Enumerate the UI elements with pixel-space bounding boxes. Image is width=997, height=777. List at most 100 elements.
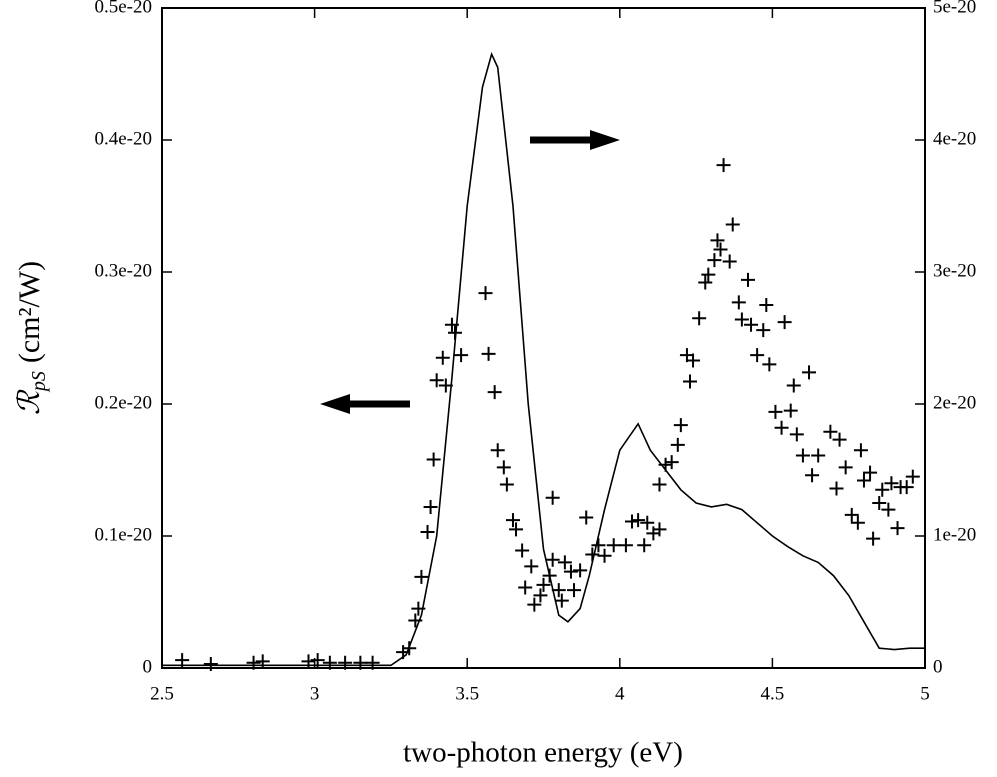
data-point [591, 538, 606, 553]
y-tick-label: 0.4e-20 [94, 128, 152, 149]
data-point [606, 538, 621, 553]
data-point [731, 295, 746, 310]
data-point [554, 593, 569, 608]
x-axis-label: two-photon energy (eV) [403, 737, 683, 769]
data-point [567, 583, 582, 598]
data-point [725, 217, 740, 232]
data-point [786, 378, 801, 393]
y2-tick-label: 1e-20 [933, 524, 976, 545]
x-tick-label: 2.5 [150, 683, 174, 704]
y2-tick-label: 2e-20 [933, 392, 976, 413]
data-point [618, 538, 633, 553]
data-point [640, 515, 655, 530]
data-point [756, 323, 771, 338]
data-point [515, 543, 530, 558]
data-point [682, 374, 697, 389]
data-point [832, 432, 847, 447]
data-point [783, 403, 798, 418]
data-point [499, 477, 514, 492]
y2-tick-label: 5e-20 [933, 0, 976, 17]
data-point [710, 233, 725, 248]
data-point [905, 469, 920, 484]
data-point [478, 286, 493, 301]
data-point [734, 312, 749, 327]
data-point [487, 385, 502, 400]
data-point [338, 655, 353, 670]
data-point [563, 564, 578, 579]
data-point [850, 515, 865, 530]
data-point [505, 513, 520, 528]
data-point [536, 577, 551, 592]
data-point [490, 443, 505, 458]
data-point [872, 496, 887, 510]
y2-tick-label: 3e-20 [933, 260, 976, 281]
x-tick-label: 4 [615, 683, 625, 704]
data-point [802, 365, 817, 380]
data-point [414, 569, 429, 584]
data-point [518, 580, 533, 595]
data-point [454, 348, 469, 363]
data-point [524, 559, 539, 574]
data-point [899, 480, 914, 495]
data-point [557, 555, 572, 570]
data-point [664, 455, 679, 470]
data-point [692, 311, 707, 326]
data-point [829, 481, 844, 496]
data-line [162, 51, 925, 667]
data-point [246, 655, 261, 670]
data-point [823, 424, 838, 439]
data-point [203, 657, 218, 672]
arrow-head [590, 130, 620, 150]
data-point [762, 357, 777, 372]
y-axis-label: ℛpS (cm²/W) [13, 261, 50, 415]
data-point [698, 275, 713, 290]
data-point [759, 298, 774, 312]
data-point [509, 522, 524, 537]
data-point [777, 315, 792, 330]
data-point [637, 538, 652, 553]
data-point [795, 448, 810, 463]
data-point [420, 525, 435, 540]
data-point [652, 477, 667, 492]
data-point [670, 437, 685, 452]
data-point [652, 522, 667, 537]
data-point [255, 654, 270, 669]
data-point [423, 499, 438, 514]
data-point [866, 531, 881, 546]
data-point [707, 253, 722, 268]
data-point [713, 242, 728, 257]
y-tick-label: 0.2e-20 [94, 392, 152, 413]
data-point [744, 317, 759, 332]
data-point [884, 476, 899, 491]
data-point [750, 348, 765, 363]
data-point [673, 418, 688, 433]
y-label-symbol: ℛ [13, 389, 46, 415]
y-tick-label: 0 [143, 656, 153, 677]
x-tick-label: 5 [920, 683, 930, 704]
y2-tick-label: 0 [933, 656, 943, 677]
y-tick-label: 0.5e-20 [94, 0, 152, 17]
data-point [789, 427, 804, 442]
data-point [625, 514, 640, 529]
data-point [844, 507, 859, 522]
data-point [863, 465, 878, 480]
data-point [631, 513, 646, 528]
data-point [686, 353, 701, 368]
data-point [597, 548, 612, 563]
data-point [435, 350, 450, 365]
y-label-subscript: pS [28, 371, 50, 393]
x-tick-label: 4.5 [761, 683, 785, 704]
y-tick-label: 0.1e-20 [94, 524, 152, 545]
y2-tick-label: 4e-20 [933, 128, 976, 149]
data-point [890, 521, 905, 536]
data-point [533, 588, 548, 603]
data-point [722, 254, 737, 269]
data-point [805, 468, 820, 483]
data-point [551, 583, 566, 598]
data-point [853, 443, 868, 458]
data-point [426, 452, 441, 467]
data-point [481, 346, 496, 361]
y-tick-label: 0.3e-20 [94, 260, 152, 281]
plot-frame [161, 7, 926, 669]
x-tick-label: 3 [310, 683, 320, 704]
